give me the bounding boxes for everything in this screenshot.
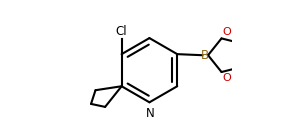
Text: O: O (222, 27, 231, 37)
Text: O: O (222, 73, 231, 83)
Text: N: N (146, 107, 154, 120)
Text: Cl: Cl (116, 25, 127, 38)
Text: B: B (201, 49, 209, 62)
